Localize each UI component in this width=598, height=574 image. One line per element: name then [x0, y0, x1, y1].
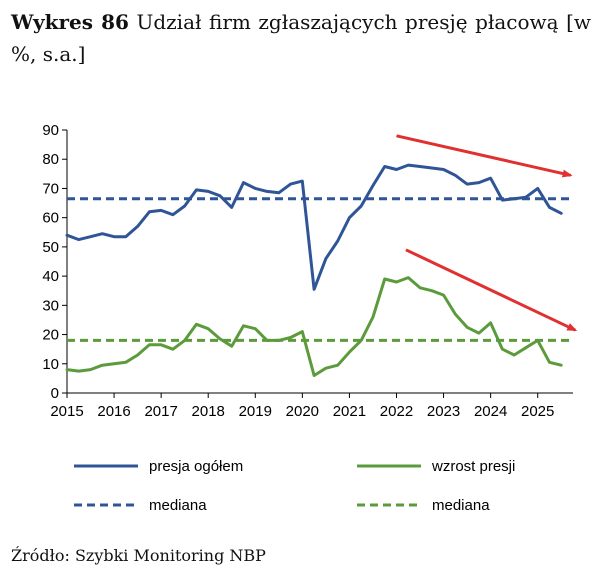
chart-title-text: Udział firm zgłaszających presję płacową… [11, 10, 591, 66]
x-tick-label: 2020 [286, 403, 319, 420]
x-tick-label: 2021 [333, 403, 366, 420]
y-tick-label: 30 [42, 297, 59, 314]
y-tick-label: 70 [42, 180, 59, 197]
x-tick-label: 2018 [192, 403, 225, 420]
legend-label-0: presja ogółem [149, 458, 243, 475]
y-tick-label: 60 [42, 210, 59, 227]
y-tick-label: 20 [42, 327, 59, 344]
x-tick-label: 2015 [50, 403, 83, 420]
x-tick-label: 2019 [239, 403, 272, 420]
chart-title-label: Wykres 86 [11, 10, 129, 34]
chart-plot-area [65, 134, 578, 377]
legend-label-1: wzrost presji [431, 458, 515, 475]
y-tick-label: 10 [42, 356, 59, 373]
trend-arrow-0 [396, 134, 573, 178]
chart-legend: presja ogółem wzrost presji mediana mediana [74, 458, 515, 514]
x-tick-label: 2022 [380, 403, 413, 420]
source-note: Źródło: Szybki Monitoring NBP [11, 546, 266, 565]
x-tick-label: 2017 [144, 403, 177, 420]
legend-label-3: mediana [432, 497, 490, 514]
y-tick-label: 90 [42, 122, 59, 139]
trend-arrow-1 [405, 248, 578, 332]
chart-axes: 0 10 20 30 40 50 60 70 80 90 2015 2016 2017 2018 2019 2… [42, 122, 573, 420]
x-tick-label: 2016 [97, 403, 130, 420]
y-tick-label: 0 [51, 385, 59, 402]
y-tick-label: 50 [42, 239, 59, 256]
y-tick-label: 40 [42, 268, 59, 285]
series-line-1 [65, 276, 563, 377]
x-tick-label: 2024 [474, 403, 507, 420]
series-line-0 [65, 163, 563, 291]
legend-label-2: mediana [149, 497, 207, 514]
y-tick-label: 80 [42, 151, 59, 168]
x-tick-label: 2025 [521, 403, 554, 420]
chart-title: Wykres 86 Udział firm zgłaszających pres… [11, 6, 591, 70]
x-tick-label: 2023 [427, 403, 460, 420]
